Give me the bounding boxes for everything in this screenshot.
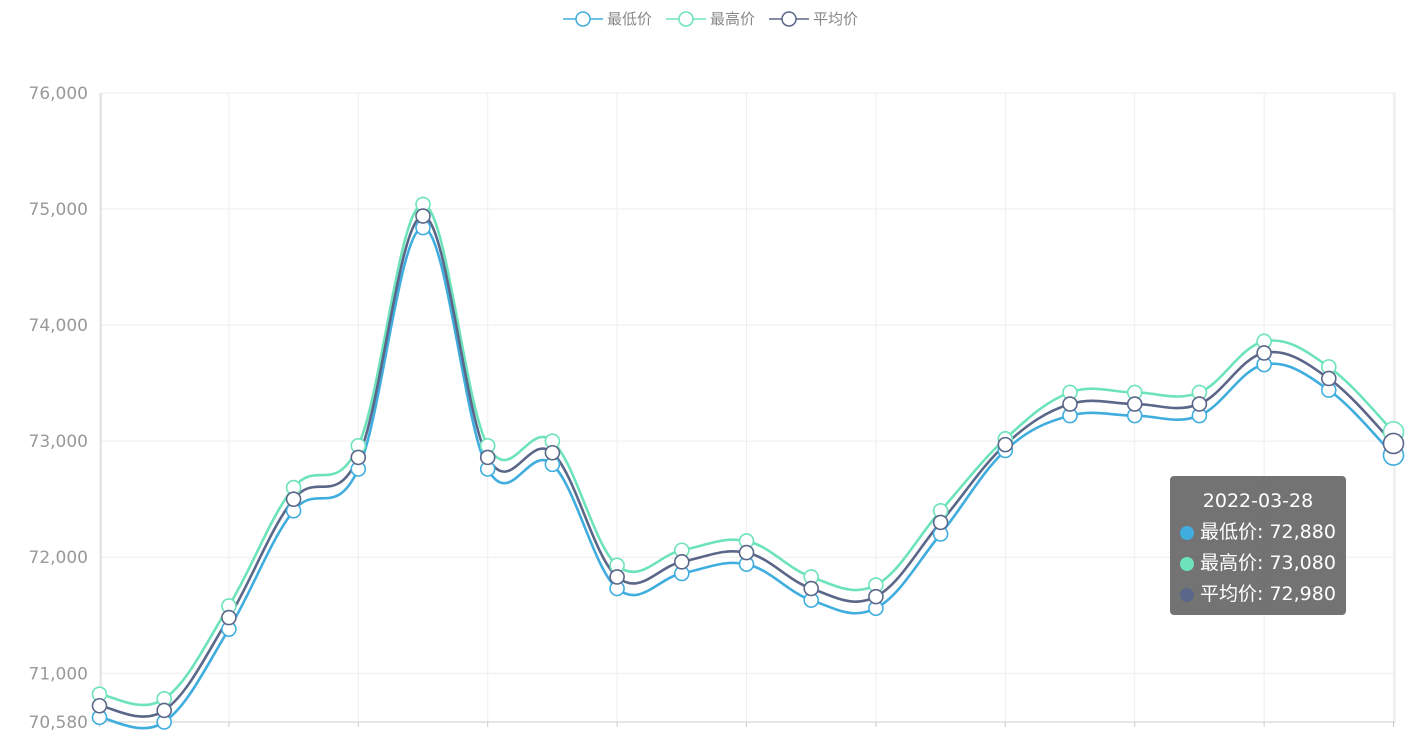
series-line-2 <box>99 214 1395 718</box>
tooltip-date: 2022-03-28 <box>1202 490 1314 512</box>
series-line-1 <box>99 203 1395 707</box>
y-tick-label: 74,000 <box>29 316 88 336</box>
data-point <box>415 208 431 224</box>
data-point <box>609 569 625 585</box>
data-point <box>1321 370 1337 387</box>
y-tick-label: 73,000 <box>29 432 88 452</box>
legend-max-icon <box>665 10 706 27</box>
y-tick-label: 76,000 <box>29 84 88 104</box>
legend-label-avg: 平均价 <box>813 10 859 28</box>
legend-label-max: 最高价 <box>709 10 755 28</box>
data-point <box>1126 396 1143 412</box>
data-point <box>803 580 820 597</box>
data-point <box>221 609 237 626</box>
tooltip-avg-value: 平均价: 72,980 <box>1200 583 1336 605</box>
data-point <box>544 444 561 461</box>
tooltip-min-value: 最低价: 72,880 <box>1200 521 1336 543</box>
y-tick-label: 75,000 <box>29 200 88 220</box>
legend: 最低价 最高价 平均价 <box>0 8 1421 29</box>
data-point <box>673 554 690 570</box>
point-layer <box>91 196 1405 730</box>
tooltip-min-marker-icon <box>1180 525 1194 540</box>
tooltip-row-min: 最低价: 72,880 <box>1180 517 1336 548</box>
tooltip: 2022-03-28 最低价: 72,880 最高价: 73,080 平均价: … <box>1170 476 1346 615</box>
data-point <box>932 514 949 531</box>
data-point <box>156 702 172 719</box>
axis-layer: 76,000 75,000 74,000 73,000 72,000 71,000 70,5… <box>29 84 1395 733</box>
series-line-0 <box>99 226 1395 730</box>
data-point <box>285 491 302 507</box>
legend-item-max[interactable]: 最高价 <box>665 8 755 29</box>
y-tick-label: 72,000 <box>29 548 88 568</box>
legend-item-min[interactable]: 最低价 <box>562 8 652 29</box>
data-point <box>1256 345 1272 361</box>
data-point <box>1382 432 1405 455</box>
data-point <box>738 544 755 561</box>
data-point <box>1191 396 1208 412</box>
legend-min-icon <box>562 10 603 27</box>
tooltip-avg-marker-icon <box>1180 587 1194 602</box>
legend-item-avg[interactable]: 平均价 <box>769 8 858 29</box>
data-point <box>1062 396 1078 412</box>
tooltip-row-avg: 平均价: 72,980 <box>1180 579 1336 610</box>
data-point <box>868 588 884 605</box>
y-tick-label: 70,580 <box>29 713 88 733</box>
tooltip-max-value: 最高价: 73,080 <box>1200 552 1336 574</box>
legend-avg-icon <box>769 10 809 27</box>
data-point <box>479 449 496 466</box>
series-layer <box>99 203 1395 730</box>
data-point <box>997 436 1014 453</box>
legend-label-min: 最低价 <box>606 10 652 28</box>
y-tick-label: 71,000 <box>29 664 88 684</box>
data-point <box>350 449 367 466</box>
data-point <box>91 697 108 714</box>
tooltip-max-marker-icon <box>1180 556 1194 571</box>
tooltip-row-max: 最高价: 73,080 <box>1180 548 1336 579</box>
